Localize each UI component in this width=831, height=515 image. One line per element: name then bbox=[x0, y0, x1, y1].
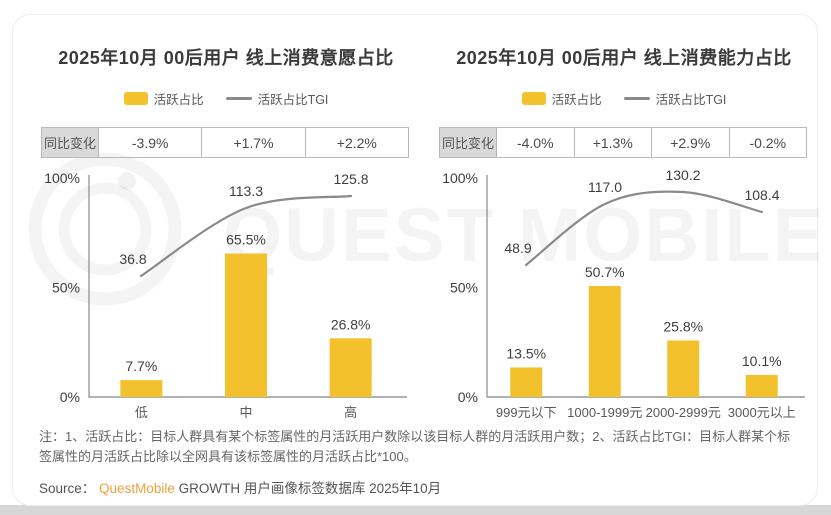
y-tick-label: 0% bbox=[60, 389, 80, 405]
bar-value-label: 25.8% bbox=[663, 318, 703, 334]
bar-value-label: 65.5% bbox=[226, 232, 266, 248]
source-line: Source： QuestMobile GROWTH 用户画像标签数据库 202… bbox=[39, 477, 797, 497]
tgi-value-label: 113.3 bbox=[229, 183, 263, 199]
footnote: 注：1、活跃占比：目标人群具有某个标签属性的月活跃用户数除以该目标人群的月活跃用… bbox=[39, 429, 791, 464]
yoy-value: +1.7% bbox=[201, 127, 306, 158]
bar bbox=[120, 380, 163, 397]
tgi-line bbox=[139, 194, 353, 278]
yoy-label: 同比变化 bbox=[439, 127, 497, 158]
source-rest: GROWTH 用户画像标签数据库 2025年10月 bbox=[178, 481, 442, 496]
yoy-value: -4.0% bbox=[496, 127, 575, 158]
yoy-value: -0.2% bbox=[728, 127, 807, 158]
yoy-value: +2.9% bbox=[651, 127, 730, 158]
line-legend-swatch bbox=[623, 96, 650, 100]
category-label: 2000-2999元 bbox=[646, 405, 721, 420]
category-label: 低 bbox=[135, 405, 148, 420]
bar-legend-swatch bbox=[521, 91, 546, 105]
category-label: 999元以下 bbox=[496, 405, 557, 420]
page-bottom-strip bbox=[0, 505, 831, 515]
legend-label-bar: 活跃占比 bbox=[153, 92, 204, 107]
legend-label-line: 活跃占比TGI bbox=[655, 92, 727, 107]
tgi-line bbox=[524, 190, 764, 267]
bar-value-label: 50.7% bbox=[585, 264, 625, 280]
bar-value-label: 26.8% bbox=[331, 316, 371, 332]
yoy-label: 同比变化 bbox=[41, 127, 99, 158]
bar bbox=[510, 367, 543, 397]
y-tick-label: 50% bbox=[52, 280, 80, 296]
yoy-value: +2.2% bbox=[304, 127, 410, 158]
yoy-change-table: 同比变化 -3.9% +1.7% +2.2% bbox=[41, 127, 410, 158]
report-card: QUEST MOBILE 2025年10月 00后用户 线上消费意愿占比 活跃占… bbox=[12, 14, 819, 506]
tgi-value-label: 130.2 bbox=[665, 167, 700, 183]
bar bbox=[329, 338, 372, 397]
tgi-value-label: 48.9 bbox=[504, 240, 531, 256]
tgi-value-label: 125.8 bbox=[333, 171, 368, 187]
chart-title: 2025年10月 00后用户 线上消费能力占比 bbox=[456, 48, 792, 68]
bar bbox=[667, 340, 700, 397]
bar bbox=[225, 253, 267, 397]
bar-line-chart: 0% 50% 100% 7.7% 低 65.5% 中 26.8% 高 36.8 113.3 125.8 bbox=[44, 170, 407, 420]
y-tick-label: 0% bbox=[458, 389, 478, 405]
axis bbox=[88, 175, 407, 398]
tgi-value-label: 117.0 bbox=[588, 179, 622, 195]
source-brand: QuestMobile bbox=[99, 481, 175, 496]
legend-label-bar: 活跃占比 bbox=[551, 92, 602, 107]
category-label: 1000-1999元 bbox=[567, 405, 642, 420]
line-legend-swatch bbox=[225, 96, 252, 100]
source-prefix: Source： bbox=[39, 481, 96, 496]
bar-legend-swatch bbox=[123, 91, 148, 105]
yoy-value: -3.9% bbox=[97, 127, 203, 158]
yoy-change-table: 同比变化 -4.0% +1.3% +2.9% -0.2% bbox=[439, 127, 807, 158]
legend-label-line: 活跃占比TGI bbox=[257, 92, 329, 107]
bar-value-label: 10.1% bbox=[742, 353, 782, 369]
yoy-row: 同比变化 -4.0% +1.3% +2.9% -0.2% bbox=[439, 127, 807, 158]
chart-legend: 活跃占比 活跃占比TGI bbox=[37, 89, 415, 107]
y-tick-label: 100% bbox=[44, 170, 80, 186]
chart-title: 2025年10月 00后用户 线上消费意愿占比 bbox=[58, 48, 394, 68]
bar bbox=[745, 374, 778, 397]
bar-line-chart: 0% 50% 100% 13.5% 999元以下 50.7% 1000-1999元 25.8%… bbox=[442, 167, 805, 420]
category-label: 高 bbox=[344, 405, 357, 420]
bar bbox=[588, 285, 621, 397]
y-tick-label: 50% bbox=[450, 280, 478, 296]
bar-value-label: 13.5% bbox=[506, 345, 546, 361]
y-tick-label: 100% bbox=[442, 170, 478, 186]
chart-panel-consumption-willingness: 2025年10月 00后用户 线上消费意愿占比 活跃占比 活跃占比TGI 同比变… bbox=[37, 45, 415, 445]
category-label: 中 bbox=[239, 405, 252, 420]
chart-legend: 活跃占比 活跃占比TGI bbox=[435, 89, 813, 107]
category-label: 3000元以上 bbox=[728, 405, 796, 420]
tgi-value-label: 36.8 bbox=[119, 251, 146, 267]
yoy-row: 同比变化 -3.9% +1.7% +2.2% bbox=[41, 127, 410, 158]
chart-panel-consumption-capability: 2025年10月 00后用户 线上消费能力占比 活跃占比 活跃占比TGI 同比变… bbox=[435, 45, 813, 445]
bar-value-label: 7.7% bbox=[125, 358, 157, 374]
yoy-value: +1.3% bbox=[573, 127, 652, 158]
tgi-value-label: 108.4 bbox=[744, 187, 779, 203]
